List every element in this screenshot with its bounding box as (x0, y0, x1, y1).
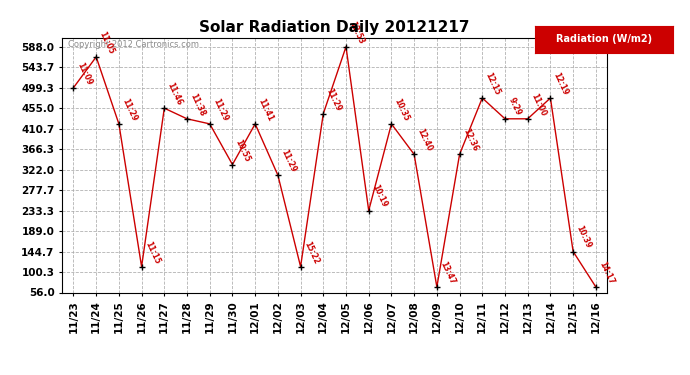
Title: Solar Radiation Daily 20121217: Solar Radiation Daily 20121217 (199, 20, 470, 35)
Text: 11:38: 11:38 (188, 92, 207, 117)
Text: 10:39: 10:39 (575, 225, 593, 250)
Text: 11:15: 11:15 (143, 240, 161, 265)
Text: Radiation (W/m2): Radiation (W/m2) (555, 34, 652, 44)
Text: 11:00: 11:00 (529, 92, 547, 117)
Text: 13:47: 13:47 (438, 260, 457, 286)
Text: Copyright 2012 Cartronics.com: Copyright 2012 Cartronics.com (68, 40, 199, 49)
Text: 10:55: 10:55 (234, 138, 252, 163)
Text: 11:29: 11:29 (279, 148, 297, 174)
Text: 14:17: 14:17 (598, 260, 615, 286)
Text: 12:53: 12:53 (347, 20, 366, 45)
Text: 11:41: 11:41 (257, 97, 275, 123)
Text: 10:19: 10:19 (370, 183, 388, 209)
Text: 12:15: 12:15 (484, 71, 502, 97)
Text: 15:22: 15:22 (302, 240, 320, 265)
Text: 11:29: 11:29 (211, 97, 230, 123)
Text: 12:36: 12:36 (461, 128, 480, 153)
Text: 11:46: 11:46 (166, 81, 184, 107)
Text: 11:29: 11:29 (120, 97, 139, 123)
Text: 11:29: 11:29 (325, 87, 343, 112)
Text: 12:19: 12:19 (552, 71, 570, 97)
Text: 9:29: 9:29 (506, 96, 522, 117)
Text: 10:35: 10:35 (393, 97, 411, 123)
Text: 11:09: 11:09 (75, 61, 93, 86)
Text: 12:40: 12:40 (415, 128, 434, 153)
Text: 11:05: 11:05 (97, 30, 116, 56)
